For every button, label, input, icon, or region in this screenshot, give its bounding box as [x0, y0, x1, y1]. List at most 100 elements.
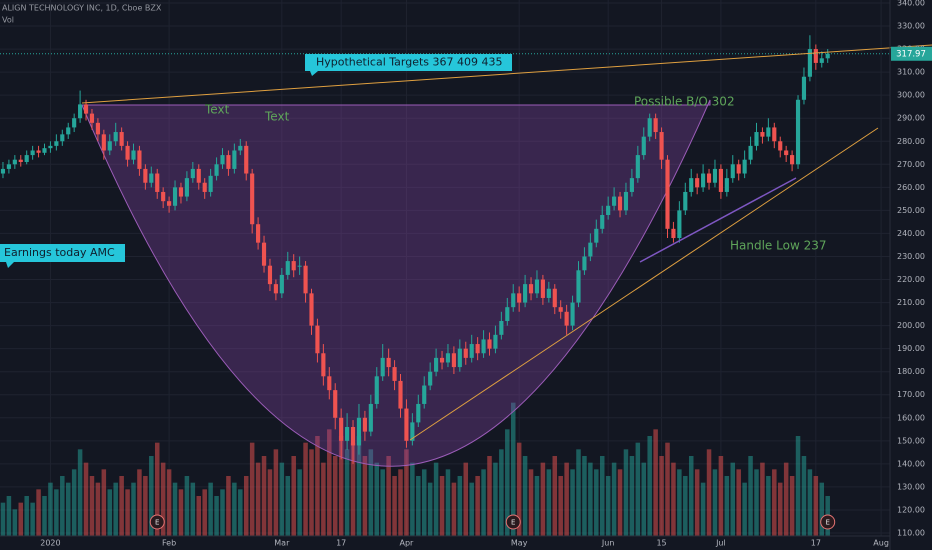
candle-body — [232, 150, 237, 169]
candle-body — [267, 265, 273, 285]
volume-bar — [309, 449, 314, 536]
volume-bar — [493, 462, 498, 536]
volume-bar — [386, 456, 391, 536]
candle-body — [659, 132, 664, 160]
candle-body — [184, 178, 189, 197]
candle-body — [760, 132, 765, 137]
candle-body — [42, 148, 47, 153]
candle-body — [528, 284, 534, 294]
candle-body — [48, 145, 53, 149]
earnings-marker — [149, 514, 165, 530]
x-tick-label: Jul — [715, 539, 726, 548]
candle-body — [606, 205, 611, 215]
volume-bar — [30, 502, 35, 536]
x-tick-label: 15 — [656, 539, 666, 548]
volume-bar — [588, 462, 593, 536]
volume-bar — [18, 502, 24, 536]
candle-body — [18, 159, 23, 162]
candle-body — [778, 141, 783, 151]
volume-bar — [742, 482, 747, 536]
volume-bar — [0, 502, 6, 536]
candle-body — [623, 191, 629, 211]
candle-body — [89, 113, 95, 123]
candle-body — [689, 178, 694, 192]
volume-bar — [475, 476, 480, 536]
volume-bar — [558, 476, 563, 536]
volume-bar — [119, 476, 124, 536]
candle-body — [190, 168, 195, 179]
volume-bar — [671, 462, 676, 536]
candle-body — [36, 150, 41, 153]
candle-body — [113, 132, 118, 142]
candle-body — [345, 427, 350, 441]
candle-body — [404, 408, 409, 441]
volume-bar — [677, 469, 682, 536]
volume-bar — [327, 429, 332, 536]
volume-bar — [540, 462, 546, 536]
volume-bar — [522, 456, 528, 536]
volume-bar — [635, 442, 641, 536]
x-tick-label: 17 — [811, 539, 821, 548]
candle-body — [66, 127, 71, 135]
volume-bar — [48, 482, 53, 536]
candle-body — [617, 196, 623, 211]
candle-body — [819, 58, 824, 63]
volume-bar — [350, 442, 356, 536]
volume-bar — [101, 469, 107, 536]
candle-body — [386, 357, 391, 368]
volume-bar — [801, 456, 807, 536]
candle-body — [635, 155, 640, 179]
volume-bar — [398, 469, 403, 536]
candle-body — [303, 265, 308, 294]
candle-body — [511, 293, 516, 308]
volume-bar — [451, 482, 457, 536]
volume-bar — [291, 456, 296, 536]
earnings-marker — [820, 514, 836, 530]
volume-bar — [718, 456, 724, 536]
volume-bar — [617, 469, 623, 536]
volume-bar — [392, 476, 397, 536]
volume-bar — [659, 456, 664, 536]
volume-bar — [688, 456, 694, 536]
volume-bar — [427, 482, 433, 536]
candle-body — [83, 104, 89, 114]
volume-bar — [6, 496, 12, 536]
volume-bar — [445, 469, 451, 536]
volume-bar — [421, 469, 427, 536]
volume-bar — [285, 476, 291, 536]
y-tick-label: 310.00 — [897, 68, 925, 77]
volume-bar — [683, 476, 688, 536]
candle-body — [374, 376, 379, 404]
volume-bar — [89, 476, 95, 536]
volume-bar — [154, 442, 160, 536]
volume-bar — [605, 476, 611, 536]
annotation: Text — [264, 110, 290, 124]
candle-body — [315, 325, 320, 354]
volume-bar — [208, 482, 213, 536]
candle-body — [463, 348, 468, 358]
volume-bar — [499, 449, 504, 536]
volume-bar — [196, 496, 202, 536]
x-tick-label: 2020 — [40, 539, 60, 548]
candle-body — [72, 118, 77, 128]
candle-body — [137, 150, 142, 169]
handle-line — [639, 177, 797, 263]
volume-bar — [772, 469, 777, 536]
volume-bar — [238, 489, 243, 536]
candle-body — [410, 422, 415, 441]
volume-bar — [594, 469, 599, 536]
volume-bar — [570, 469, 575, 536]
volume-bar — [665, 442, 670, 536]
volume-bar — [255, 462, 261, 536]
volume-bar — [457, 476, 463, 536]
volume-bar — [214, 496, 219, 536]
volume-bar — [481, 469, 486, 536]
volume-bar — [137, 469, 142, 536]
y-tick-label: 250.00 — [897, 206, 925, 215]
volume-layer — [0, 402, 830, 536]
candle-body — [24, 155, 29, 162]
volume-bar — [303, 442, 308, 536]
volume-bar — [42, 496, 47, 536]
volume-bar — [807, 469, 813, 536]
volume-bar — [143, 476, 148, 536]
